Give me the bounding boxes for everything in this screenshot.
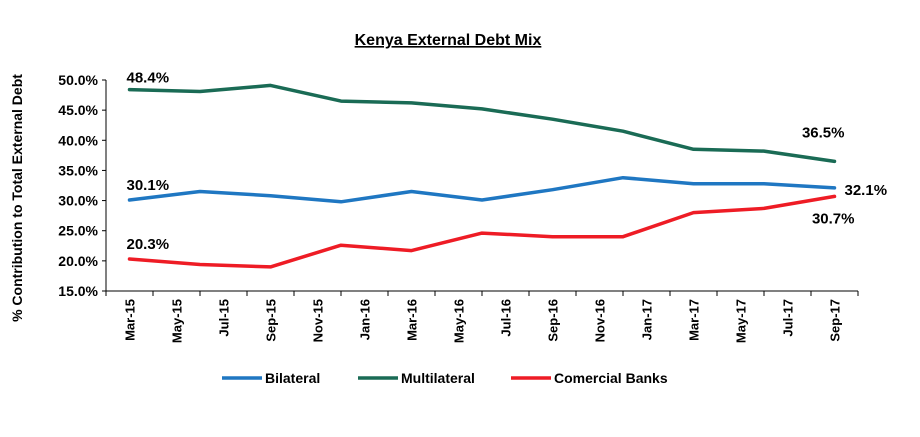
data-label: 30.1%	[127, 177, 170, 194]
x-tick-label: Sep-17	[828, 299, 843, 342]
y-tick-label: 15.0%	[58, 283, 98, 299]
series-line-comercial-banks	[127, 194, 837, 269]
x-tick-label: Sep-15	[264, 299, 279, 342]
series-line-bilateral	[127, 175, 837, 204]
x-tick-label: Nov-16	[593, 299, 608, 342]
x-tick-label: Nov-15	[311, 299, 326, 342]
legend: Bilateral Multilateral Comercial Banks	[222, 370, 668, 386]
x-tick-label: Mar-16	[405, 299, 420, 341]
x-tick-label: May-15	[170, 299, 185, 343]
x-tick-label: May-17	[734, 299, 749, 343]
x-tick-label: Mar-17	[687, 299, 702, 341]
axes: 15.0% 20.0% 25.0% 30.0% 35.0% 40.0% 45.0% 50.0%…	[58, 72, 859, 343]
y-tick-label: 30.0%	[58, 193, 98, 209]
x-tick-label: Sep-16	[546, 299, 561, 342]
data-label: 30.7%	[812, 210, 855, 227]
chart-title: Kenya External Debt Mix	[355, 32, 542, 49]
x-tick-label: May-16	[452, 299, 467, 343]
data-labels: 48.4% 30.1% 20.3% 36.5% 32.1% 30.7%	[127, 70, 888, 253]
series-line-multilateral	[127, 83, 837, 164]
y-tick-label: 45.0%	[58, 102, 98, 118]
series-lines	[127, 83, 837, 269]
y-tick-label: 25.0%	[58, 223, 98, 239]
data-label: 36.5%	[802, 124, 845, 141]
data-label: 32.1%	[845, 182, 888, 199]
y-tick-label: 20.0%	[58, 253, 98, 269]
data-label: 48.4%	[127, 70, 170, 87]
x-tick-label: Jul-15	[217, 299, 232, 337]
x-tick-label: Jul-17	[781, 299, 796, 337]
x-tick-label: Jan-17	[640, 299, 655, 340]
x-tick-label: Mar-15	[123, 299, 138, 341]
x-tick-label: Jul-16	[499, 299, 514, 337]
x-tick-label: Jan-16	[358, 299, 373, 340]
legend-label: Bilateral	[265, 370, 320, 386]
data-label: 20.3%	[127, 236, 170, 253]
y-tick-label: 50.0%	[58, 72, 98, 88]
y-axis-label: % Contribution to Total External Debt	[9, 74, 25, 322]
y-tick-label: 35.0%	[58, 162, 98, 178]
y-tick-label: 40.0%	[58, 132, 98, 148]
legend-label: Multilateral	[401, 370, 475, 386]
legend-label: Comercial Banks	[554, 370, 668, 386]
